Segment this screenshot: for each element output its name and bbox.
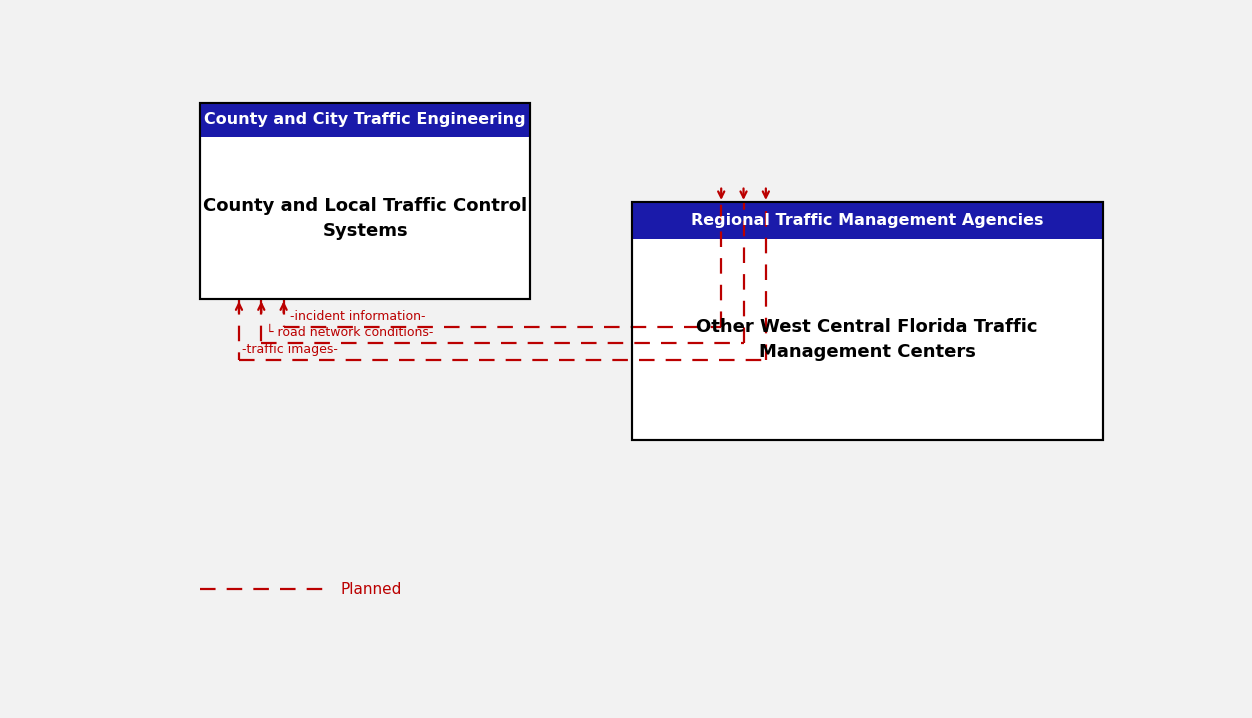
- Bar: [200, 103, 530, 299]
- Text: County and Local Traffic Control
Systems: County and Local Traffic Control Systems: [203, 197, 527, 240]
- Bar: [200, 103, 530, 137]
- Text: └ road network conditions-: └ road network conditions-: [267, 327, 433, 340]
- Text: Other West Central Florida Traffic
Management Centers: Other West Central Florida Traffic Manag…: [696, 318, 1038, 361]
- Text: Planned: Planned: [341, 582, 402, 597]
- Bar: [632, 202, 1103, 440]
- Text: County and City Traffic Engineering: County and City Traffic Engineering: [204, 113, 526, 127]
- Bar: [200, 103, 530, 299]
- Text: -incident information-: -incident information-: [290, 309, 426, 323]
- Text: -traffic images-: -traffic images-: [242, 343, 338, 356]
- Bar: [632, 202, 1103, 440]
- Text: Regional Traffic Management Agencies: Regional Traffic Management Agencies: [691, 213, 1043, 228]
- Bar: [632, 202, 1103, 239]
